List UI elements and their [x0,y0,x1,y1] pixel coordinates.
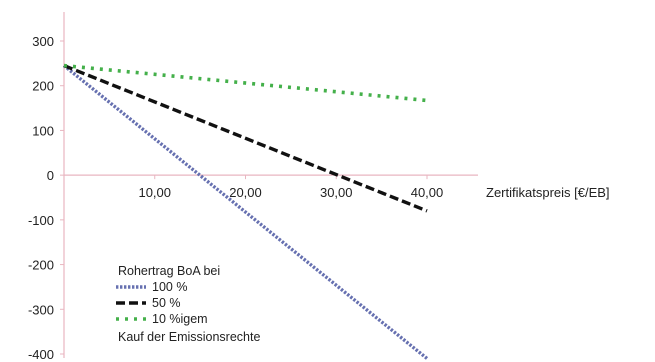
y-tick-label: 200 [32,79,54,94]
x-tick-label: 10,00 [138,185,171,200]
y-tick-label: -400 [28,347,54,362]
series-line-1 [63,64,428,213]
series-line-2 [63,63,428,103]
y-tick-label: -300 [28,302,54,317]
legend-entry-label: 100 % [152,280,187,294]
x-tick-label: 30,00 [320,185,353,200]
legend-entry-label: 50 % [152,296,181,310]
y-tick-label: -200 [28,258,54,273]
legend-footer: Kauf der Emissionsrechte [118,330,260,344]
legend-title: Rohertrag BoA bei [118,264,220,278]
x-axis-title: Zertifikatspreis [€/EB] [486,185,610,200]
y-tick-label: 300 [32,34,54,49]
x-tick-label: 20,00 [229,185,262,200]
series-line-0 [62,64,429,360]
y-tick-label: -100 [28,213,54,228]
y-tick-label: 100 [32,123,54,138]
legend-entry-label: 10 %igem [152,312,208,326]
y-tick-label: 0 [47,168,54,183]
x-tick-label: 40,00 [411,185,444,200]
